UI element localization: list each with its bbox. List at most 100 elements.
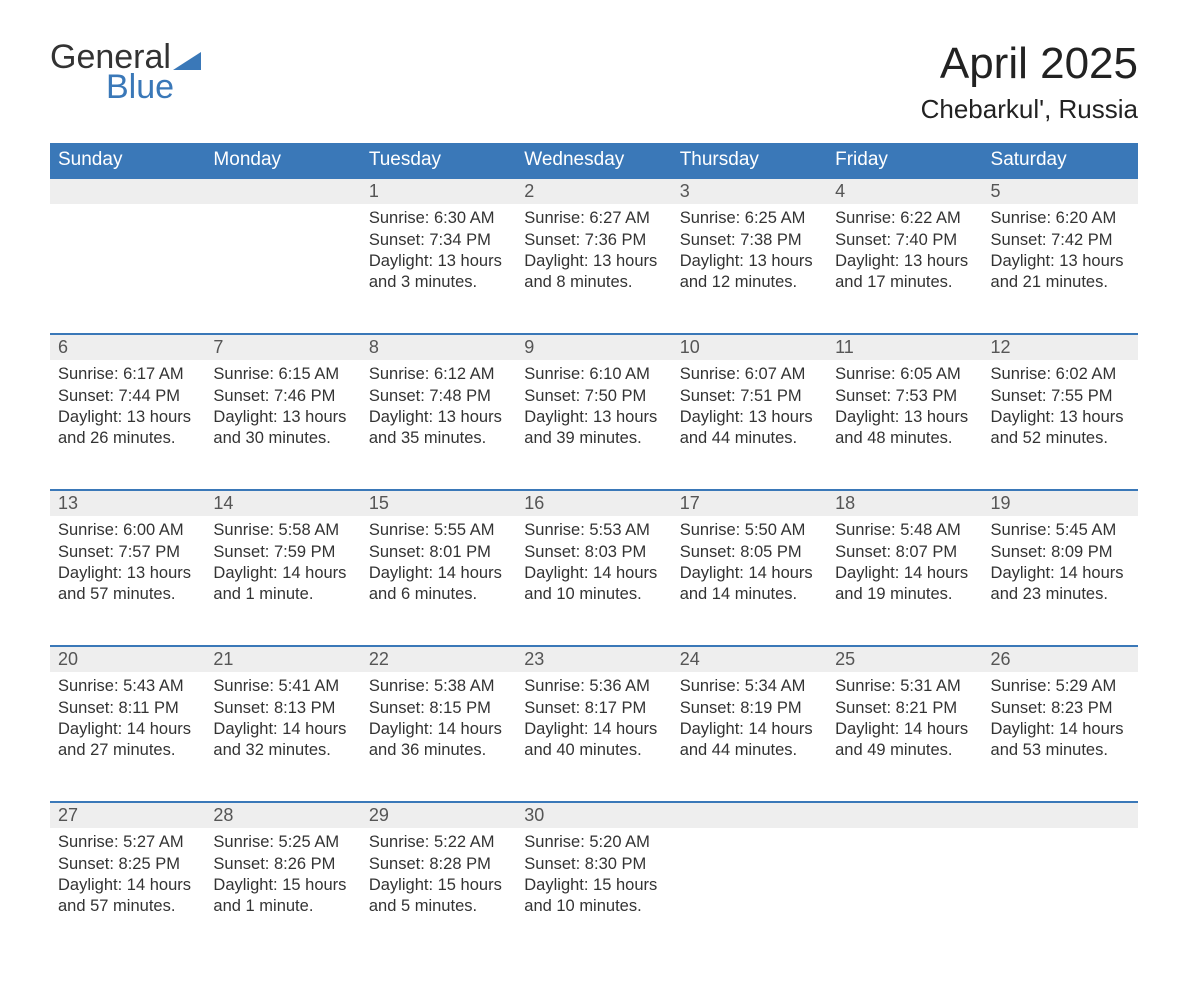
weekday-header: Sunday — [50, 143, 205, 178]
calendar-week-header: 6789101112 — [50, 334, 1138, 360]
day-number — [672, 803, 827, 828]
day-details: Sunrise: 5:22 AMSunset: 8:28 PMDaylight:… — [361, 828, 516, 930]
day-number: 9 — [516, 335, 671, 360]
day-details: Sunrise: 5:34 AMSunset: 8:19 PMDaylight:… — [672, 672, 827, 774]
calendar-cell: Sunrise: 6:22 AMSunset: 7:40 PMDaylight:… — [827, 204, 982, 334]
day-details: Sunrise: 5:31 AMSunset: 8:21 PMDaylight:… — [827, 672, 982, 774]
day-number — [205, 179, 360, 204]
calendar-cell: Sunrise: 6:07 AMSunset: 7:51 PMDaylight:… — [672, 360, 827, 490]
calendar-cell: Sunrise: 5:20 AMSunset: 8:30 PMDaylight:… — [516, 828, 671, 958]
day-number: 26 — [983, 647, 1138, 672]
calendar-cell: Sunrise: 6:20 AMSunset: 7:42 PMDaylight:… — [983, 204, 1138, 334]
day-number: 6 — [50, 335, 205, 360]
day-number: 29 — [361, 803, 516, 828]
day-details: Sunrise: 6:25 AMSunset: 7:38 PMDaylight:… — [672, 204, 827, 306]
calendar-cell: Sunrise: 5:43 AMSunset: 8:11 PMDaylight:… — [50, 672, 205, 802]
day-details: Sunrise: 5:43 AMSunset: 8:11 PMDaylight:… — [50, 672, 205, 774]
day-number: 15 — [361, 491, 516, 516]
day-details: Sunrise: 5:55 AMSunset: 8:01 PMDaylight:… — [361, 516, 516, 618]
day-number: 10 — [672, 335, 827, 360]
day-details: Sunrise: 6:05 AMSunset: 7:53 PMDaylight:… — [827, 360, 982, 462]
calendar-cell: Sunrise: 6:25 AMSunset: 7:38 PMDaylight:… — [672, 204, 827, 334]
day-details: Sunrise: 5:27 AMSunset: 8:25 PMDaylight:… — [50, 828, 205, 930]
day-number: 21 — [205, 647, 360, 672]
calendar-cell: Sunrise: 5:31 AMSunset: 8:21 PMDaylight:… — [827, 672, 982, 802]
calendar-week: Sunrise: 6:30 AMSunset: 7:34 PMDaylight:… — [50, 204, 1138, 334]
day-number: 24 — [672, 647, 827, 672]
day-details: Sunrise: 6:20 AMSunset: 7:42 PMDaylight:… — [983, 204, 1138, 306]
day-details: Sunrise: 6:17 AMSunset: 7:44 PMDaylight:… — [50, 360, 205, 462]
calendar-cell: Sunrise: 5:53 AMSunset: 8:03 PMDaylight:… — [516, 516, 671, 646]
weekday-header: Thursday — [672, 143, 827, 178]
calendar-cell: Sunrise: 6:17 AMSunset: 7:44 PMDaylight:… — [50, 360, 205, 490]
calendar-cell: Sunrise: 5:25 AMSunset: 8:26 PMDaylight:… — [205, 828, 360, 958]
calendar-week-header: 27282930 — [50, 802, 1138, 828]
calendar-cell: Sunrise: 5:48 AMSunset: 8:07 PMDaylight:… — [827, 516, 982, 646]
calendar-week: Sunrise: 5:43 AMSunset: 8:11 PMDaylight:… — [50, 672, 1138, 802]
weekday-header: Saturday — [983, 143, 1138, 178]
day-number: 22 — [361, 647, 516, 672]
day-details: Sunrise: 5:25 AMSunset: 8:26 PMDaylight:… — [205, 828, 360, 930]
calendar-cell: Sunrise: 6:27 AMSunset: 7:36 PMDaylight:… — [516, 204, 671, 334]
day-number — [983, 803, 1138, 828]
calendar-cell: Sunrise: 5:36 AMSunset: 8:17 PMDaylight:… — [516, 672, 671, 802]
day-details: Sunrise: 6:15 AMSunset: 7:46 PMDaylight:… — [205, 360, 360, 462]
calendar-cell: Sunrise: 5:58 AMSunset: 7:59 PMDaylight:… — [205, 516, 360, 646]
day-details: Sunrise: 5:41 AMSunset: 8:13 PMDaylight:… — [205, 672, 360, 774]
day-number — [50, 179, 205, 204]
day-details: Sunrise: 6:02 AMSunset: 7:55 PMDaylight:… — [983, 360, 1138, 462]
calendar-cell — [672, 828, 827, 958]
day-number: 1 — [361, 179, 516, 204]
calendar-cell: Sunrise: 6:12 AMSunset: 7:48 PMDaylight:… — [361, 360, 516, 490]
logo-triangle-icon — [173, 52, 201, 70]
day-number: 8 — [361, 335, 516, 360]
logo: General Blue — [50, 40, 201, 104]
day-number: 12 — [983, 335, 1138, 360]
calendar-cell: Sunrise: 5:29 AMSunset: 8:23 PMDaylight:… — [983, 672, 1138, 802]
day-number: 16 — [516, 491, 671, 516]
calendar-cell: Sunrise: 5:55 AMSunset: 8:01 PMDaylight:… — [361, 516, 516, 646]
day-number: 17 — [672, 491, 827, 516]
day-number: 19 — [983, 491, 1138, 516]
calendar-cell: Sunrise: 6:00 AMSunset: 7:57 PMDaylight:… — [50, 516, 205, 646]
calendar-week: Sunrise: 6:00 AMSunset: 7:57 PMDaylight:… — [50, 516, 1138, 646]
day-details: Sunrise: 5:36 AMSunset: 8:17 PMDaylight:… — [516, 672, 671, 774]
day-number: 25 — [827, 647, 982, 672]
calendar-cell — [205, 204, 360, 334]
day-number: 13 — [50, 491, 205, 516]
day-details: Sunrise: 5:20 AMSunset: 8:30 PMDaylight:… — [516, 828, 671, 930]
weekday-header: Wednesday — [516, 143, 671, 178]
calendar-week-header: 13141516171819 — [50, 490, 1138, 516]
day-number: 18 — [827, 491, 982, 516]
calendar-cell: Sunrise: 5:41 AMSunset: 8:13 PMDaylight:… — [205, 672, 360, 802]
day-details: Sunrise: 5:29 AMSunset: 8:23 PMDaylight:… — [983, 672, 1138, 774]
calendar-cell: Sunrise: 5:45 AMSunset: 8:09 PMDaylight:… — [983, 516, 1138, 646]
day-details: Sunrise: 5:58 AMSunset: 7:59 PMDaylight:… — [205, 516, 360, 618]
calendar-cell: Sunrise: 5:34 AMSunset: 8:19 PMDaylight:… — [672, 672, 827, 802]
day-details: Sunrise: 6:22 AMSunset: 7:40 PMDaylight:… — [827, 204, 982, 306]
day-details: Sunrise: 5:53 AMSunset: 8:03 PMDaylight:… — [516, 516, 671, 618]
calendar-cell: Sunrise: 6:15 AMSunset: 7:46 PMDaylight:… — [205, 360, 360, 490]
day-details: Sunrise: 5:50 AMSunset: 8:05 PMDaylight:… — [672, 516, 827, 618]
calendar-cell — [50, 204, 205, 334]
calendar-week: Sunrise: 5:27 AMSunset: 8:25 PMDaylight:… — [50, 828, 1138, 958]
day-details: Sunrise: 6:07 AMSunset: 7:51 PMDaylight:… — [672, 360, 827, 462]
day-number: 3 — [672, 179, 827, 204]
day-number: 23 — [516, 647, 671, 672]
calendar-cell — [827, 828, 982, 958]
title-block: April 2025 Chebarkul', Russia — [921, 40, 1138, 125]
day-details: Sunrise: 6:10 AMSunset: 7:50 PMDaylight:… — [516, 360, 671, 462]
weekday-header-row: SundayMondayTuesdayWednesdayThursdayFrid… — [50, 143, 1138, 178]
day-number: 30 — [516, 803, 671, 828]
calendar-week-header: 12345 — [50, 178, 1138, 204]
calendar-cell: Sunrise: 5:38 AMSunset: 8:15 PMDaylight:… — [361, 672, 516, 802]
calendar-week: Sunrise: 6:17 AMSunset: 7:44 PMDaylight:… — [50, 360, 1138, 490]
logo-word-2: Blue — [106, 70, 201, 104]
day-details: Sunrise: 6:30 AMSunset: 7:34 PMDaylight:… — [361, 204, 516, 306]
day-details: Sunrise: 5:45 AMSunset: 8:09 PMDaylight:… — [983, 516, 1138, 618]
weekday-header: Friday — [827, 143, 982, 178]
day-number: 20 — [50, 647, 205, 672]
day-details: Sunrise: 6:00 AMSunset: 7:57 PMDaylight:… — [50, 516, 205, 618]
day-details: Sunrise: 5:48 AMSunset: 8:07 PMDaylight:… — [827, 516, 982, 618]
calendar-body: 12345Sunrise: 6:30 AMSunset: 7:34 PMDayl… — [50, 178, 1138, 958]
